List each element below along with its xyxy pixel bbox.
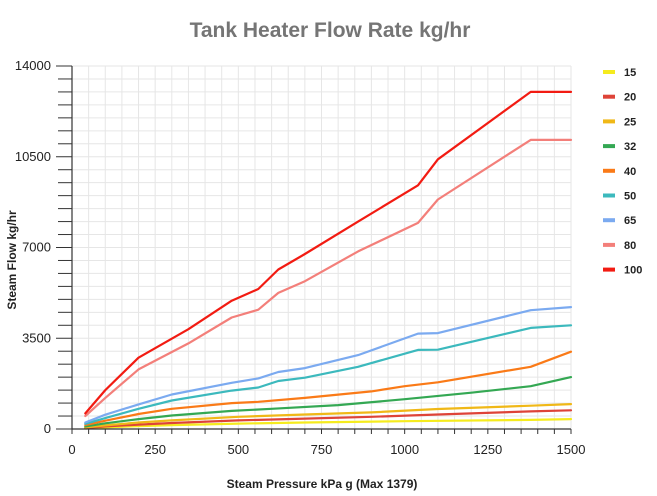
legend-label: 32	[624, 141, 636, 153]
y-tick-label: 7000	[22, 240, 51, 255]
series-line-50	[84, 324, 573, 425]
plot-area	[84, 90, 573, 430]
x-axis-title: Steam Pressure kPa g (Max 1379)	[227, 477, 418, 491]
x-tick-label: 1500	[557, 442, 586, 457]
legend-swatch	[603, 94, 615, 99]
legend-item-100[interactable]: 100	[603, 265, 642, 277]
series-line-100	[84, 90, 573, 415]
legend-swatch	[603, 193, 615, 198]
legend-item-80[interactable]: 80	[603, 240, 636, 252]
x-tick-label: 500	[227, 442, 249, 457]
y-tick-label: 0	[44, 421, 51, 436]
series-line-32	[84, 376, 573, 428]
legend-item-20[interactable]: 20	[603, 92, 636, 104]
legend-label: 100	[624, 265, 642, 277]
legend-swatch	[603, 242, 615, 247]
legend-label: 50	[624, 191, 636, 203]
axes: 0 3500 7000 10500 14000 0 250 500 750 1000 1250 150…	[15, 58, 586, 457]
series-line-25	[84, 403, 573, 429]
y-axis-title: Steam Flow kg/hr	[5, 210, 19, 310]
legend-item-15[interactable]: 15	[603, 67, 636, 79]
x-tick-label: 1000	[390, 442, 419, 457]
y-tick-label: 14000	[15, 58, 51, 73]
legend-label: 65	[624, 215, 636, 227]
legend-swatch	[603, 119, 615, 124]
y-tick-label: 10500	[15, 149, 51, 164]
series-line-20	[84, 409, 573, 430]
legend-label: 25	[624, 116, 636, 128]
chart-title: Tank Heater Flow Rate kg/hr	[190, 19, 471, 42]
x-tick-label: 0	[68, 442, 75, 457]
legend-swatch	[603, 218, 615, 223]
legend-swatch	[603, 70, 615, 74]
legend-item-25[interactable]: 25	[603, 116, 636, 128]
legend-label: 15	[624, 67, 636, 79]
series-line-15	[84, 418, 573, 430]
legend-item-50[interactable]: 50	[603, 191, 636, 203]
legend-label: 40	[624, 166, 636, 178]
x-tick-label: 1250	[473, 442, 502, 457]
legend-swatch	[603, 168, 615, 173]
series-line-80	[84, 138, 573, 418]
x-tick-label: 750	[311, 442, 333, 457]
y-tick-label: 3500	[22, 330, 51, 345]
legend-item-65[interactable]: 65	[603, 215, 636, 227]
legend-item-40[interactable]: 40	[603, 166, 636, 178]
series-line-40	[84, 350, 573, 427]
legend-item-32[interactable]: 32	[603, 141, 636, 153]
legend: 15 20 25 32 40 50 65 80 100	[603, 67, 642, 277]
legend-swatch	[603, 144, 615, 149]
legend-label: 20	[624, 92, 636, 104]
series-line-65	[84, 306, 573, 424]
x-tick-label: 250	[144, 442, 166, 457]
legend-swatch	[603, 267, 615, 272]
legend-label: 80	[624, 240, 636, 252]
